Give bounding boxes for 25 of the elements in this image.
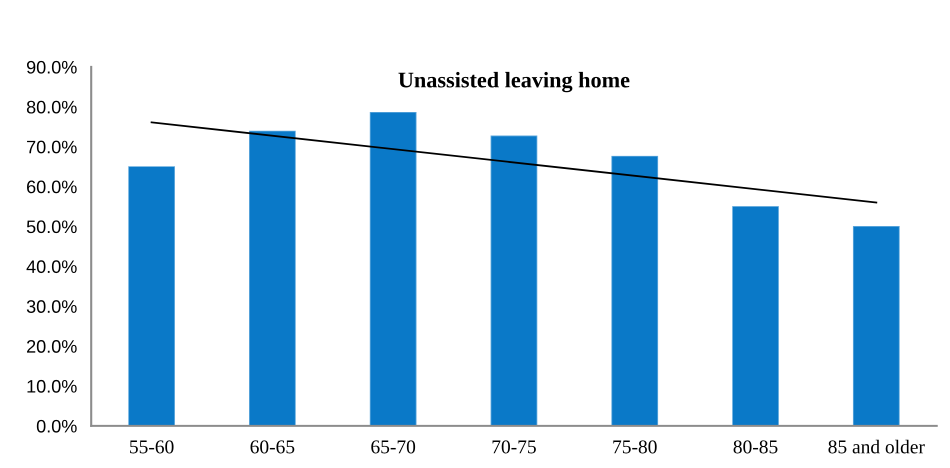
y-tick-label: 60.0% [27,180,77,194]
x-tick-label: 65-70 [371,440,416,454]
x-tick-label: 60-65 [250,440,294,454]
y-tick-label: 30.0% [26,300,77,313]
chart-title: Unassisted leaving home [398,72,630,92]
y-tick-label: 0.0% [36,420,77,433]
bar [128,166,175,426]
bar [852,226,900,426]
bar [611,156,658,426]
y-tick-label: 20.0% [27,340,77,353]
bar [490,136,538,426]
x-tick-label: 55-60 [130,440,174,454]
bar [249,130,296,426]
x-tick-label: 85 and older [828,440,925,454]
y-tick-label: 10.0% [27,380,77,393]
x-tick-label: 75-80 [613,440,657,454]
y-tick-label: 50.0% [26,220,77,234]
bar [370,112,417,426]
y-tick-label: 40.0% [26,260,77,274]
x-tick-label: 80-85 [734,440,778,454]
y-tick-label: 80.0% [26,100,77,114]
bar [732,206,779,426]
y-tick-label: 70.0% [27,140,77,154]
y-tick-label: 90.0% [26,60,77,74]
x-tick-label: 70-75 [492,440,536,454]
